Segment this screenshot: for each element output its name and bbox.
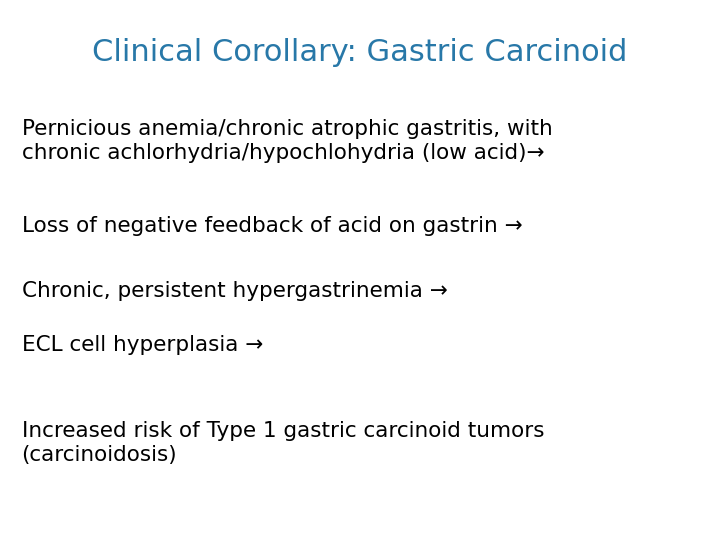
- Text: Chronic, persistent hypergastrinemia →: Chronic, persistent hypergastrinemia →: [22, 281, 447, 301]
- Text: Increased risk of Type 1 gastric carcinoid tumors
(carcinoidosis): Increased risk of Type 1 gastric carcino…: [22, 421, 544, 465]
- Text: ECL cell hyperplasia →: ECL cell hyperplasia →: [22, 335, 263, 355]
- Text: Pernicious anemia/chronic atrophic gastritis, with
chronic achlorhydria/hypochlo: Pernicious anemia/chronic atrophic gastr…: [22, 119, 552, 163]
- Text: Clinical Corollary: Gastric Carcinoid: Clinical Corollary: Gastric Carcinoid: [92, 38, 628, 67]
- Text: Loss of negative feedback of acid on gastrin →: Loss of negative feedback of acid on gas…: [22, 216, 522, 236]
